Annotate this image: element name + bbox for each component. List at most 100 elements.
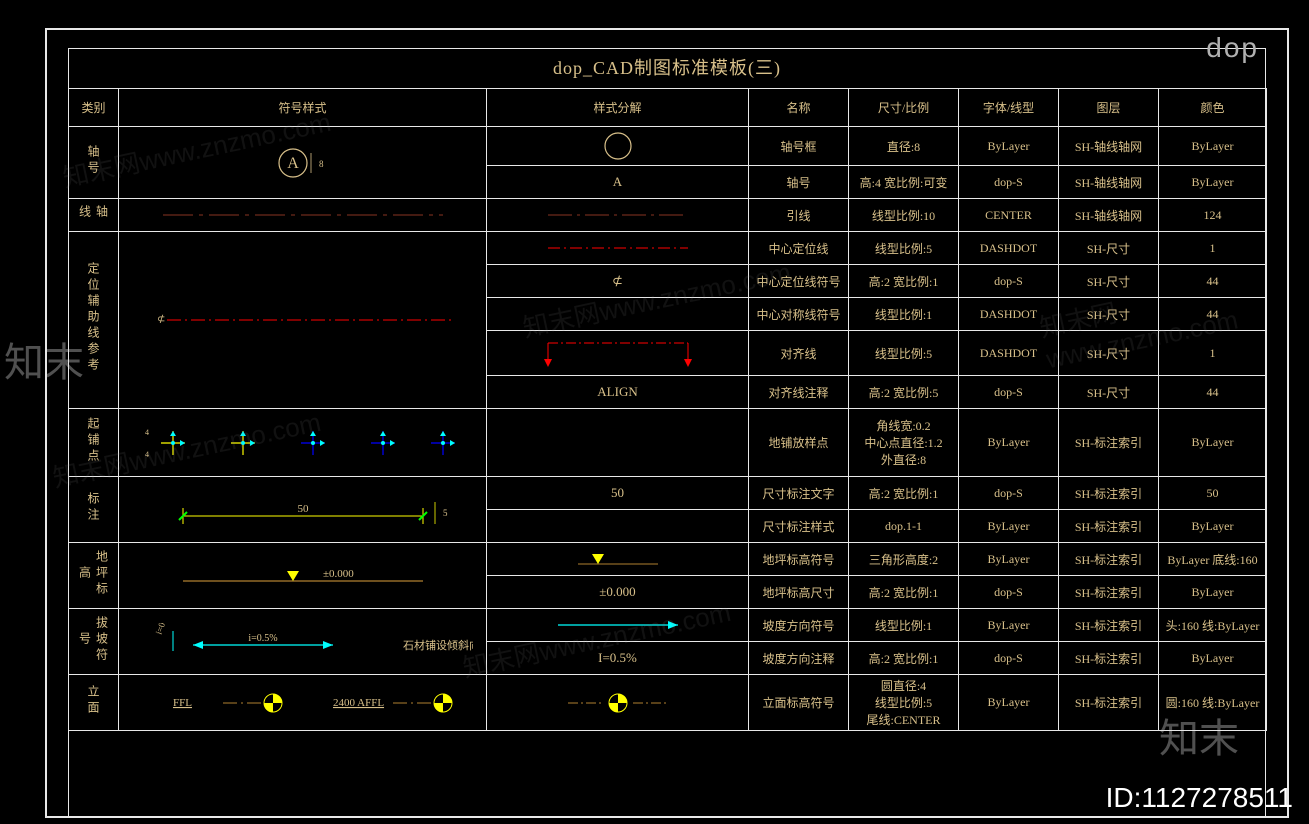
svg-text:±0.000: ±0.000 (323, 568, 354, 580)
svg-text:A: A (287, 155, 299, 172)
col-layer: 图层 (1059, 89, 1159, 127)
cell-color: ByLayer (1159, 510, 1267, 543)
cell-name: 地坪标高尺寸 (749, 576, 849, 609)
symbol-decomp-cell (487, 409, 749, 477)
cell-color: ByLayer (1159, 166, 1267, 199)
cell-layer: SH-标注索引 (1059, 609, 1159, 642)
cell-layer: SH-标注索引 (1059, 477, 1159, 510)
svg-text:石材铺设倾斜向地漏: 石材铺设倾斜向地漏 (403, 638, 473, 652)
symbol-decomp-cell (487, 232, 749, 265)
cell-name: 对齐线 (749, 331, 849, 376)
category-cell: 地坪标高 (69, 543, 119, 609)
cell-layer: SH-尺寸 (1059, 331, 1159, 376)
cell-size: 线型比例:5 (849, 331, 959, 376)
logo-text: dop (1206, 32, 1259, 64)
cell-size: 角线宽:0.2 中心点直径:1.2 外直径:8 (849, 409, 959, 477)
cell-font: dop-S (959, 376, 1059, 409)
cell-size: 线型比例:1 (849, 298, 959, 331)
cell-name: 立面标高符号 (749, 675, 849, 731)
symbol-sample-cell: A 8 (119, 127, 487, 199)
svg-text:FFL: FFL (173, 697, 192, 709)
table-row: 立面FFL 2400 AFFL 立面标高符号圆直径:4 线型比例:5 尾线:CE… (69, 675, 1267, 731)
cell-font: dop-S (959, 265, 1059, 298)
col-font-linetype: 字体/线型 (959, 89, 1059, 127)
cell-color: ByLayer 底线:160 (1159, 543, 1267, 576)
cell-layer: SH-尺寸 (1059, 376, 1159, 409)
cell-layer: SH-尺寸 (1059, 298, 1159, 331)
symbol-decomp-cell (487, 127, 749, 166)
svg-text:50: 50 (297, 503, 309, 515)
cell-name: 对齐线注释 (749, 376, 849, 409)
cell-name: 中心定位线符号 (749, 265, 849, 298)
cell-font: dop-S (959, 477, 1059, 510)
cell-size: 直径:8 (849, 127, 959, 166)
category-cell: 起铺点 (69, 409, 119, 477)
cell-font: ByLayer (959, 675, 1059, 731)
cell-size: 高:2 宽比例:5 (849, 376, 959, 409)
cell-color: ByLayer (1159, 409, 1267, 477)
svg-text:4: 4 (145, 428, 149, 437)
col-color: 颜色 (1159, 89, 1267, 127)
table-row: 标注 50 550尺寸标注文字高:2 宽比例:1dop-SSH-标注索引50 (69, 477, 1267, 510)
symbol-decomp-cell (487, 331, 749, 376)
table-row: 轴号 A 8轴号框直径:8ByLayerSH-轴线轴网ByLayer (69, 127, 1267, 166)
symbol-decomp-cell: A (487, 166, 749, 199)
cell-layer: SH-轴线轴网 (1059, 127, 1159, 166)
cell-color: 圆:160 线:ByLayer (1159, 675, 1267, 731)
cell-font: dop-S (959, 576, 1059, 609)
col-name: 名称 (749, 89, 849, 127)
symbol-decomp-cell (487, 543, 749, 576)
cell-color: 1 (1159, 331, 1267, 376)
cell-color: 1 (1159, 232, 1267, 265)
cell-name: 中心对称线符号 (749, 298, 849, 331)
cell-font: DASHDOT (959, 298, 1059, 331)
svg-text:2400 AFFL: 2400 AFFL (333, 697, 384, 709)
category-cell: 轴线 (69, 199, 119, 232)
table-row: 拔坡符号 i=0.5% i=0.5% 石材铺设倾斜向地漏 坡度方向符号线型比例:… (69, 609, 1267, 642)
cell-name: 地坪标高符号 (749, 543, 849, 576)
cell-color: ByLayer (1159, 576, 1267, 609)
symbol-sample-cell: ±0.000 (119, 543, 487, 609)
symbol-sample-cell: ⊄ (119, 232, 487, 409)
cell-color: 44 (1159, 376, 1267, 409)
cell-layer: SH-标注索引 (1059, 510, 1159, 543)
svg-text:5: 5 (443, 508, 448, 518)
cell-font: dop-S (959, 166, 1059, 199)
cell-size: 圆直径:4 线型比例:5 尾线:CENTER (849, 675, 959, 731)
cell-name: 中心定位线 (749, 232, 849, 265)
cell-layer: SH-标注索引 (1059, 409, 1159, 477)
cell-layer: SH-标注索引 (1059, 642, 1159, 675)
symbol-decomp-cell (487, 609, 749, 642)
cell-color: 124 (1159, 199, 1267, 232)
cell-layer: SH-轴线轴网 (1059, 199, 1159, 232)
table-row: 定位辅助线参考⊄ 中心定位线线型比例:5DASHDOTSH-尺寸1 (69, 232, 1267, 265)
cell-layer: SH-尺寸 (1059, 265, 1159, 298)
symbol-decomp-cell: ⊄ (487, 265, 749, 298)
symbol-sample-cell: i=0.5% i=0.5% 石材铺设倾斜向地漏 (119, 609, 487, 675)
table-header: 类别 符号样式 样式分解 名称 尺寸/比例 字体/线型 图层 颜色 (69, 89, 1267, 127)
symbol-decomp-cell: I=0.5% (487, 642, 749, 675)
cell-font: ByLayer (959, 127, 1059, 166)
col-symbol-style: 符号样式 (119, 89, 487, 127)
cell-color: ByLayer (1159, 127, 1267, 166)
symbol-decomp-cell: ±0.000 (487, 576, 749, 609)
col-category: 类别 (69, 89, 119, 127)
category-cell: 定位辅助线参考 (69, 232, 119, 409)
cell-size: 高:2 宽比例:1 (849, 576, 959, 609)
category-cell: 标注 (69, 477, 119, 543)
cell-size: 三角形高度:2 (849, 543, 959, 576)
symbol-decomp-cell: ALIGN (487, 376, 749, 409)
cell-font: DASHDOT (959, 331, 1059, 376)
cell-name: 尺寸标注样式 (749, 510, 849, 543)
table-row: 地坪标高 ±0.000 地坪标高符号三角形高度:2ByLayerSH-标注索引B… (69, 543, 1267, 576)
cell-name: 坡度方向注释 (749, 642, 849, 675)
cell-color: 头:160 线:ByLayer (1159, 609, 1267, 642)
col-decomposition: 样式分解 (487, 89, 749, 127)
svg-text:i=0.5%: i=0.5% (153, 623, 172, 636)
table-row: 轴线引线线型比例:10CENTERSH-轴线轴网124 (69, 199, 1267, 232)
cell-name: 轴号 (749, 166, 849, 199)
standards-table: 类别 符号样式 样式分解 名称 尺寸/比例 字体/线型 图层 颜色 轴号 A 8… (68, 88, 1267, 731)
drawing-title: dop_CAD制图标准模板(三) (68, 48, 1266, 88)
cell-color: ByLayer (1159, 642, 1267, 675)
cell-font: ByLayer (959, 543, 1059, 576)
